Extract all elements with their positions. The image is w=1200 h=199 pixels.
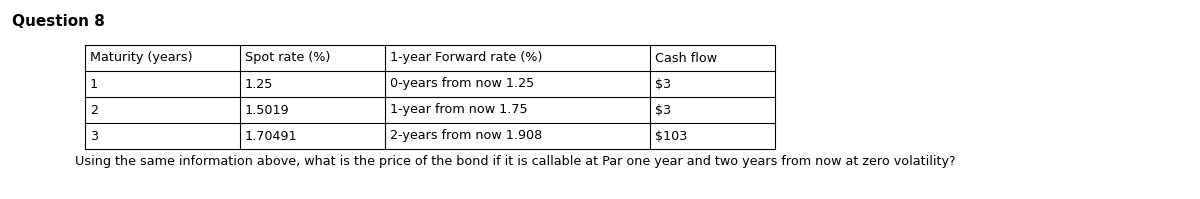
Text: 0-years from now 1.25: 0-years from now 1.25	[390, 77, 534, 91]
Text: 3: 3	[90, 130, 98, 142]
Text: Question 8: Question 8	[12, 14, 104, 29]
Text: Cash flow: Cash flow	[655, 52, 718, 64]
Text: 1.70491: 1.70491	[245, 130, 298, 142]
Text: 1-year Forward rate (%): 1-year Forward rate (%)	[390, 52, 542, 64]
Text: Using the same information above, what is the price of the bond if it is callabl: Using the same information above, what i…	[74, 155, 955, 168]
Text: 1.5019: 1.5019	[245, 103, 289, 116]
Text: 1-year from now 1.75: 1-year from now 1.75	[390, 103, 528, 116]
Text: $3: $3	[655, 77, 671, 91]
Text: 2-years from now 1.908: 2-years from now 1.908	[390, 130, 542, 142]
Text: $103: $103	[655, 130, 688, 142]
Text: 1.25: 1.25	[245, 77, 274, 91]
Text: $3: $3	[655, 103, 671, 116]
Text: 1: 1	[90, 77, 98, 91]
Text: 2: 2	[90, 103, 98, 116]
Text: Spot rate (%): Spot rate (%)	[245, 52, 330, 64]
Text: Maturity (years): Maturity (years)	[90, 52, 192, 64]
